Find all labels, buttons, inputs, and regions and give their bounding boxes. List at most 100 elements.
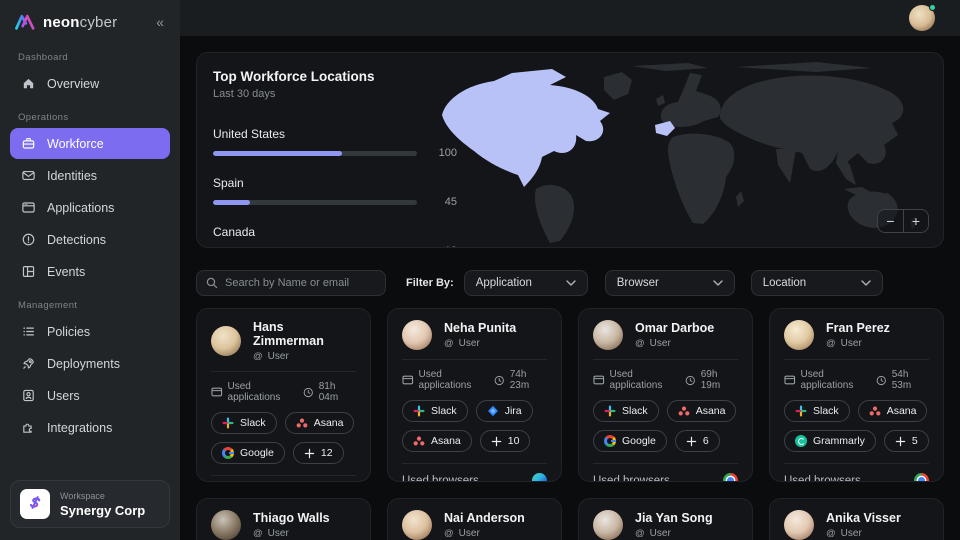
avatar — [593, 320, 623, 350]
divider — [784, 463, 929, 464]
jira-icon — [487, 405, 499, 417]
bar-value: 100 — [438, 147, 457, 159]
bar-fill — [213, 150, 342, 156]
sidebar: neoncyber « Dashboard Overview Operation… — [0, 0, 180, 540]
app-chip-slack: Slack — [784, 400, 850, 422]
app-chip-slack: Slack — [593, 400, 659, 422]
sidebar-item-users[interactable]: Users — [10, 380, 170, 411]
sidebar-item-label: Overview — [47, 76, 100, 91]
sidebar-item-detections[interactable]: Detections — [10, 224, 170, 255]
avatar — [593, 510, 623, 540]
sidebar-item-overview[interactable]: Overview — [10, 68, 170, 99]
zoom-in-button[interactable]: + — [903, 210, 928, 232]
plus-icon — [686, 436, 697, 447]
sidebar-item-label: Users — [47, 388, 80, 403]
user-name: Jia Yan Song — [635, 511, 713, 525]
sidebar-item-policies[interactable]: Policies — [10, 316, 170, 347]
user-name: Anika Visser — [826, 511, 901, 525]
user-card-thiago-walls[interactable]: Thiago Walls @ User — [196, 498, 371, 540]
sidebar-collapse-icon[interactable]: « — [156, 14, 164, 30]
dropdown-value: Location — [762, 277, 807, 289]
user-role: User — [649, 338, 671, 349]
chrome-icon — [723, 473, 738, 481]
contacts-icon — [21, 388, 36, 403]
bar-label: United States — [213, 127, 286, 141]
more-apps-chip[interactable]: 6 — [674, 430, 720, 452]
user-card-nai-anderson[interactable]: Nai Anderson @ User — [387, 498, 562, 540]
sidebar-item-applications[interactable]: Applications — [10, 192, 170, 223]
user-card-hans-zimmerman[interactable]: Hans Zimmerman @ User Used applications 8… — [196, 308, 371, 482]
user-role: User — [267, 351, 289, 362]
divider — [402, 359, 547, 360]
more-apps-chip[interactable]: 10 — [479, 430, 531, 452]
used-apps-label: Used applications — [227, 381, 281, 403]
plus-icon — [895, 436, 906, 447]
card-title: Top Workforce Locations — [213, 69, 375, 84]
user-role: User — [267, 528, 289, 539]
profile-avatar[interactable] — [909, 4, 936, 31]
location-bar-chart: United States 100 Spain 45 Canada — [213, 127, 457, 247]
more-apps-chip[interactable]: 5 — [883, 430, 929, 452]
grammarly-icon — [795, 435, 807, 447]
filter-by-label: Filter By: — [406, 277, 454, 289]
home-icon — [21, 76, 36, 91]
location-filter-dropdown[interactable]: Location — [750, 270, 883, 296]
sidebar-item-identities[interactable]: Identities — [10, 160, 170, 191]
google-icon — [222, 447, 234, 459]
chevron-down-icon — [566, 280, 576, 286]
at-badge-icon: @ — [635, 528, 645, 539]
at-badge-icon: @ — [253, 351, 263, 362]
sidebar-item-integrations[interactable]: Integrations — [10, 412, 170, 443]
sidebar-item-label: Events — [47, 264, 86, 279]
workspace-switcher[interactable]: Workspace Synergy Corp — [10, 480, 170, 528]
plus-icon — [491, 436, 502, 447]
user-card-omar-darboe[interactable]: Omar Darboe @ User Used applications 69h … — [578, 308, 753, 482]
app-chip-slack: Slack — [211, 412, 277, 434]
divider — [593, 463, 738, 464]
divider — [211, 475, 356, 476]
sidebar-item-events[interactable]: Events — [10, 256, 170, 287]
kanban-icon — [21, 264, 36, 279]
clock-icon — [876, 375, 887, 386]
sidebar-item-deployments[interactable]: Deployments — [10, 348, 170, 379]
more-apps-chip[interactable]: 12 — [292, 442, 344, 464]
user-card-anika-visser[interactable]: Anika Visser @ User — [769, 498, 944, 540]
chevron-down-icon — [861, 280, 871, 286]
at-badge-icon: @ — [444, 338, 454, 349]
user-role: User — [458, 338, 480, 349]
app-chip-asana: Asana — [402, 430, 472, 452]
used-apps-label: Used applications — [609, 369, 663, 391]
user-card-fran-perez[interactable]: Fran Perez @ User Used applications 54h 5… — [769, 308, 944, 482]
used-apps-label: Used applications — [418, 369, 472, 391]
sidebar-item-workforce[interactable]: Workforce — [10, 128, 170, 159]
section-label-management: Management — [18, 300, 78, 311]
browser-filter-dropdown[interactable]: Browser — [604, 270, 735, 296]
used-apps-label: Used applications — [800, 369, 854, 391]
avatar — [402, 320, 432, 350]
sidebar-item-label: Deployments — [47, 356, 120, 371]
user-card-jia-yan-song[interactable]: Jia Yan Song @ User — [578, 498, 753, 540]
usage-time: 69h 19m — [700, 369, 721, 391]
used-browsers-label: Used browsers — [593, 474, 670, 482]
avatar — [211, 326, 241, 356]
search-input[interactable] — [225, 277, 376, 289]
bar-track — [213, 199, 417, 205]
section-label-dashboard: Dashboard — [18, 52, 69, 63]
usage-time: 81h 04m — [318, 381, 339, 403]
app-chips: Slack Jira Asana 10 — [402, 400, 547, 452]
filter-row: Filter By: Application Browser Location — [196, 270, 944, 296]
application-filter-dropdown[interactable]: Application — [463, 270, 588, 296]
usage-time: 54h 53m — [891, 369, 912, 391]
slack-icon — [604, 405, 616, 417]
user-name: Omar Darboe — [635, 321, 715, 335]
asana-icon — [413, 435, 425, 447]
search-box[interactable] — [196, 270, 386, 296]
zoom-out-button[interactable]: − — [886, 213, 895, 229]
user-name: Fran Perez — [826, 321, 890, 335]
map-zoom-control: − + — [877, 209, 929, 233]
clock-icon — [685, 375, 696, 386]
user-name: Thiago Walls — [253, 511, 330, 525]
world-map — [442, 62, 917, 243]
user-card-neha-punita[interactable]: Neha Punita @ User Used applications 74h … — [387, 308, 562, 482]
asana-icon — [869, 405, 881, 417]
